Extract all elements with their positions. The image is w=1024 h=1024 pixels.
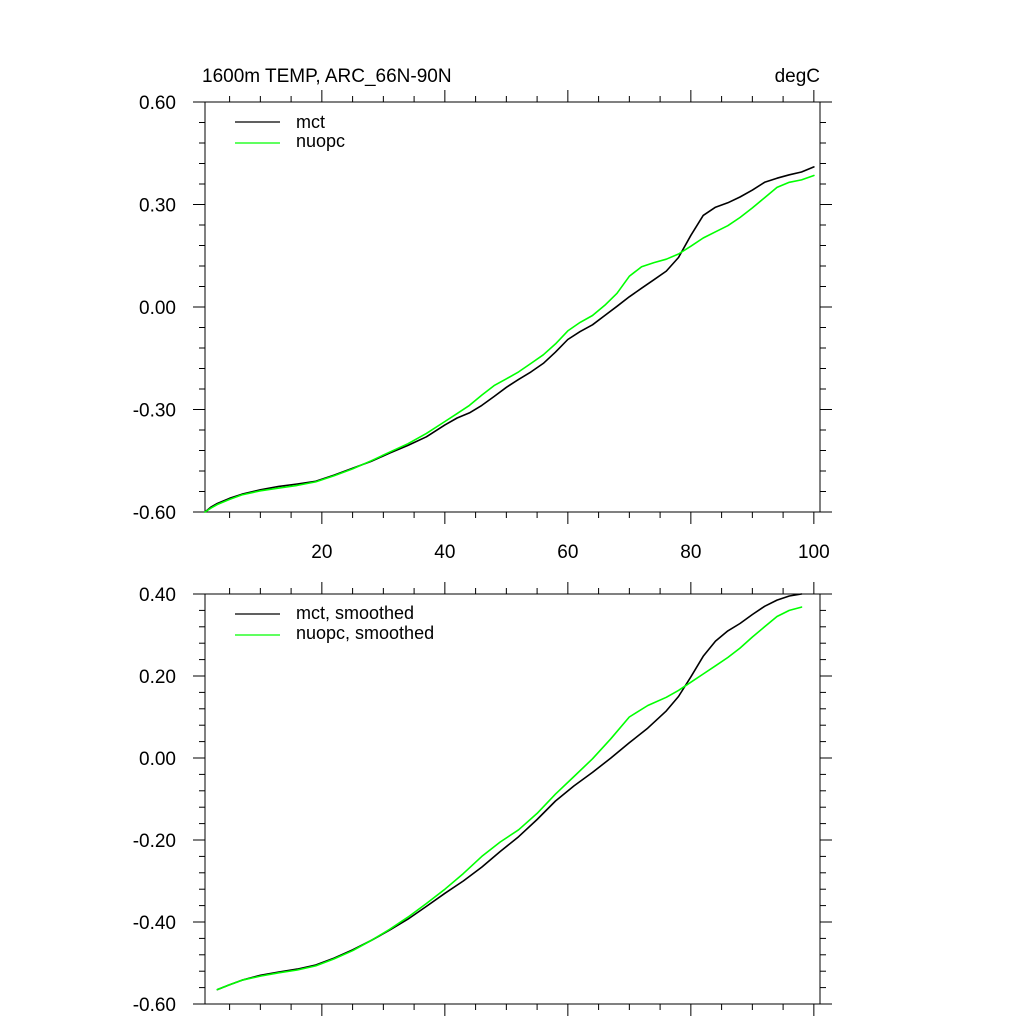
tick-labels: -0.60 -0.40 -0.20 0.00 0.20 0.40 xyxy=(133,585,176,1016)
legend: mct, smoothed nuopc, smoothed xyxy=(235,603,434,643)
chart-title: 1600m TEMP, ARC_66N-90N xyxy=(202,66,452,87)
y-tick-label: 0.60 xyxy=(139,93,176,114)
x-tick-label: 40 xyxy=(434,542,455,563)
y-tick-label: -0.20 xyxy=(133,831,176,852)
tick-marks xyxy=(193,90,832,524)
y-tick-label: 0.40 xyxy=(139,585,176,606)
series-line-nuopc xyxy=(204,174,815,513)
series-line-mct xyxy=(204,166,815,513)
top-panel: 1600m TEMP, ARC_66N-90N degC 20 40 60 80 100… xyxy=(133,66,832,563)
legend-label-mct: mct xyxy=(296,112,325,132)
legend-label-mct-smoothed: mct, smoothed xyxy=(296,603,414,623)
x-tick-label: 20 xyxy=(311,542,332,563)
y-tick-label: -0.60 xyxy=(133,995,176,1016)
tick-marks xyxy=(193,582,832,1016)
y-tick-label: 0.00 xyxy=(139,298,176,319)
plot-frame xyxy=(204,593,821,1005)
x-tick-label: 80 xyxy=(680,542,701,563)
tick-labels: 20 40 60 80 100 -0.60 -0.30 0.00 0.30 0.60 xyxy=(133,93,830,563)
legend-label-nuopc-smoothed: nuopc, smoothed xyxy=(296,623,434,643)
y-tick-label: 0.00 xyxy=(139,749,176,770)
series-line-nuopc-smoothed xyxy=(216,606,803,991)
y-tick-label: -0.60 xyxy=(133,503,176,524)
y-tick-label: 0.20 xyxy=(139,667,176,688)
chart-units: degC xyxy=(775,66,820,87)
y-tick-label: -0.40 xyxy=(133,913,176,934)
series-lines xyxy=(204,166,815,513)
series-lines xyxy=(216,593,803,991)
legend: mct nuopc xyxy=(235,112,345,151)
x-tick-label: 60 xyxy=(557,542,578,563)
legend-label-nuopc: nuopc xyxy=(296,131,345,151)
bottom-panel: -0.60 -0.40 -0.20 0.00 0.20 0.40 mct, smoothe… xyxy=(133,582,832,1016)
series-line-mct-smoothed xyxy=(216,593,803,991)
y-tick-label: 0.30 xyxy=(139,196,176,217)
x-tick-label: 100 xyxy=(798,542,830,563)
y-tick-label: -0.30 xyxy=(133,401,176,422)
